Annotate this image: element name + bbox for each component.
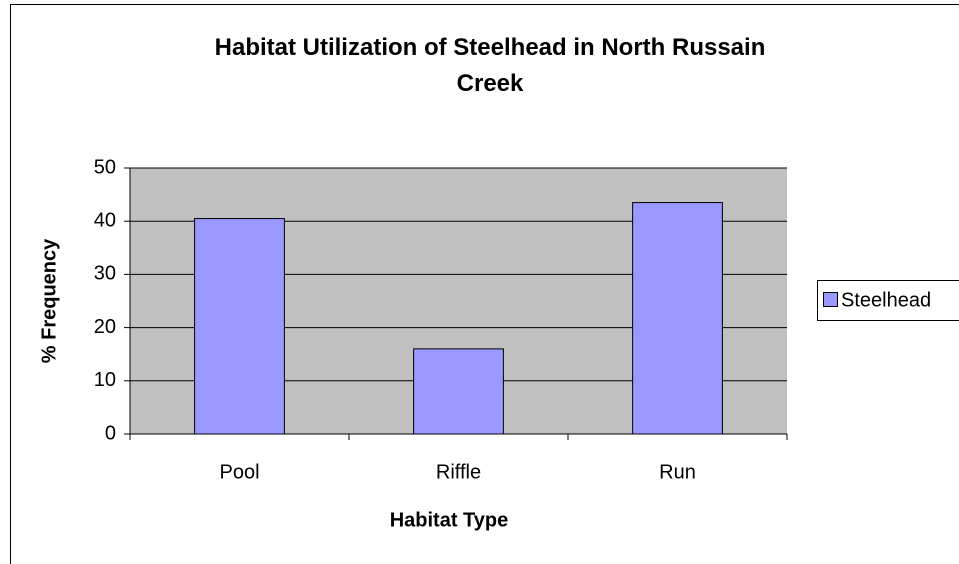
y-tick-label: 0 — [105, 422, 116, 444]
y-tick-label: 40 — [94, 209, 116, 231]
y-tick-label: 10 — [94, 369, 116, 391]
y-tick-label: 30 — [94, 263, 116, 285]
bar — [194, 218, 285, 435]
x-tick-label: Riffle — [436, 461, 481, 483]
marks: 0 10 20 30 40 50 Pool Riffle Run Steelhead — [94, 156, 959, 483]
bar — [632, 202, 723, 435]
chart-border — [10, 4, 959, 564]
chart-title: Habitat Utilization of Steelhead in Nort… — [214, 34, 766, 97]
y-tick-label: 50 — [94, 156, 116, 178]
legend-box — [817, 280, 959, 321]
x-axis-label: Habitat Type — [390, 509, 509, 531]
bar — [413, 348, 504, 435]
y-axis-label: % Frequency — [38, 238, 60, 363]
x-tick-label: Pool — [219, 461, 259, 483]
legend-label: Steelhead — [841, 289, 931, 311]
legend-swatch — [823, 292, 838, 307]
y-tick-label: 20 — [94, 316, 116, 338]
x-tick-label: Run — [659, 461, 696, 483]
